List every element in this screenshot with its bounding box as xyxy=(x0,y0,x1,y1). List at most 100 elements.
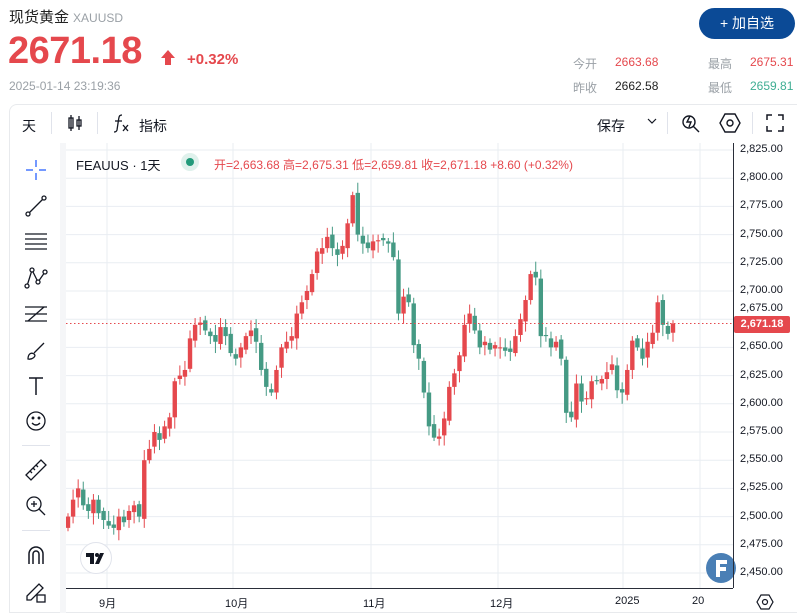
candle xyxy=(386,241,391,244)
candle xyxy=(508,348,513,352)
candlestick-chart xyxy=(66,143,733,588)
candle xyxy=(528,274,533,301)
candle xyxy=(411,303,416,346)
candle xyxy=(91,499,96,514)
open-value: 2663.68 xyxy=(615,55,659,69)
candle xyxy=(574,383,579,420)
add-watchlist-button[interactable]: + 加自选 xyxy=(699,8,795,39)
time-axis[interactable]: 9月 10月 11月 12月 2025 20 xyxy=(66,588,733,613)
low-label: 最低 xyxy=(708,81,733,95)
candle xyxy=(66,516,71,528)
candle xyxy=(111,524,116,528)
candle-type-icon[interactable] xyxy=(66,113,84,133)
candle xyxy=(579,383,584,402)
time-tick: 12月 xyxy=(490,598,514,610)
candle xyxy=(548,338,554,348)
time-tick: 2025 xyxy=(615,595,640,607)
candle xyxy=(192,324,198,341)
time-tick: 10月 xyxy=(225,598,249,610)
fx-icon[interactable] xyxy=(112,112,132,134)
settings-icon[interactable] xyxy=(718,112,742,134)
brush-icon[interactable] xyxy=(24,339,48,363)
candle xyxy=(253,328,259,342)
divider xyxy=(51,112,52,134)
candle xyxy=(360,235,366,244)
candle xyxy=(116,516,122,531)
fullscreen-icon[interactable] xyxy=(765,113,785,133)
candle xyxy=(309,274,315,293)
price-tick: 2,700.00 xyxy=(740,284,783,296)
candle xyxy=(314,251,320,273)
change-percent: +0.32% xyxy=(187,51,239,68)
candle xyxy=(162,426,167,439)
time-tick: 20 xyxy=(692,595,705,607)
candle xyxy=(177,375,183,379)
candle xyxy=(335,249,340,255)
magnet-icon[interactable] xyxy=(24,543,48,567)
candle xyxy=(152,432,157,447)
emoji-icon[interactable] xyxy=(24,409,48,433)
candle xyxy=(350,195,355,224)
candle xyxy=(538,278,544,337)
chart-pane[interactable] xyxy=(66,143,733,588)
candle xyxy=(492,345,498,349)
candle xyxy=(304,291,310,301)
save-button[interactable]: 保存 xyxy=(597,118,625,134)
crosshair-icon[interactable] xyxy=(24,158,48,182)
horizontal-lines-icon[interactable] xyxy=(24,229,48,253)
time-tick: 9月 xyxy=(99,598,117,610)
price-tick: 2,775.00 xyxy=(740,199,783,212)
axis-settings-icon[interactable] xyxy=(756,593,774,611)
candle xyxy=(426,392,432,427)
candle xyxy=(635,338,640,348)
trend-line-icon[interactable] xyxy=(24,194,48,218)
candle xyxy=(391,242,396,258)
divider xyxy=(22,530,50,531)
lock-drawing-icon[interactable] xyxy=(24,580,48,604)
price-tick: 2,450.00 xyxy=(740,566,783,578)
sidebar-collapse-handle[interactable] xyxy=(60,143,66,613)
candle xyxy=(599,378,605,384)
candle xyxy=(106,521,111,526)
candle xyxy=(299,302,305,314)
candle xyxy=(136,504,142,517)
price-tick: 2,625.00 xyxy=(740,368,783,381)
candle xyxy=(365,242,371,249)
indicators-button[interactable]: 指标 xyxy=(139,118,167,134)
candle xyxy=(142,460,147,519)
candle xyxy=(396,259,401,314)
quick-search-icon[interactable] xyxy=(680,112,702,134)
tradingview-logo[interactable] xyxy=(80,542,112,574)
chart-legend-title: FEAUUS · 1天 xyxy=(76,158,161,173)
prev-close-value: 2662.58 xyxy=(615,79,659,93)
candle xyxy=(650,332,655,345)
candle xyxy=(70,499,76,517)
candle xyxy=(228,333,233,354)
ohlc-values: 开=2,663.68 高=2,675.31 低=2,659.81 收=2,671… xyxy=(214,158,573,172)
prev-close-label: 昨收 xyxy=(573,81,598,95)
chevron-down-icon[interactable] xyxy=(647,117,657,125)
interval-button[interactable]: 天 xyxy=(22,118,36,134)
candle xyxy=(187,338,193,369)
symbol: XAUUSD xyxy=(73,11,124,25)
fib-icon[interactable] xyxy=(24,302,48,326)
candle xyxy=(497,347,503,349)
divider xyxy=(22,445,50,446)
candle xyxy=(406,294,411,303)
price-axis[interactable]: 2,825.00 2,800.00 2,775.00 2,750.00 2,725.00… xyxy=(733,143,797,588)
price-tick: 2,825.00 xyxy=(740,143,783,155)
candle xyxy=(355,192,360,235)
candle xyxy=(381,237,386,241)
zoom-in-icon[interactable] xyxy=(24,494,48,518)
candle xyxy=(630,340,635,370)
candle xyxy=(86,504,91,511)
ruler-icon[interactable] xyxy=(24,458,48,482)
candle xyxy=(208,331,213,337)
pattern-icon[interactable] xyxy=(24,266,48,290)
price-tick: 2,650.00 xyxy=(740,340,783,353)
candle xyxy=(330,234,335,249)
candle xyxy=(589,381,594,400)
text-icon[interactable] xyxy=(24,374,48,398)
candle xyxy=(584,398,589,400)
price-tick: 2,750.00 xyxy=(740,227,783,240)
